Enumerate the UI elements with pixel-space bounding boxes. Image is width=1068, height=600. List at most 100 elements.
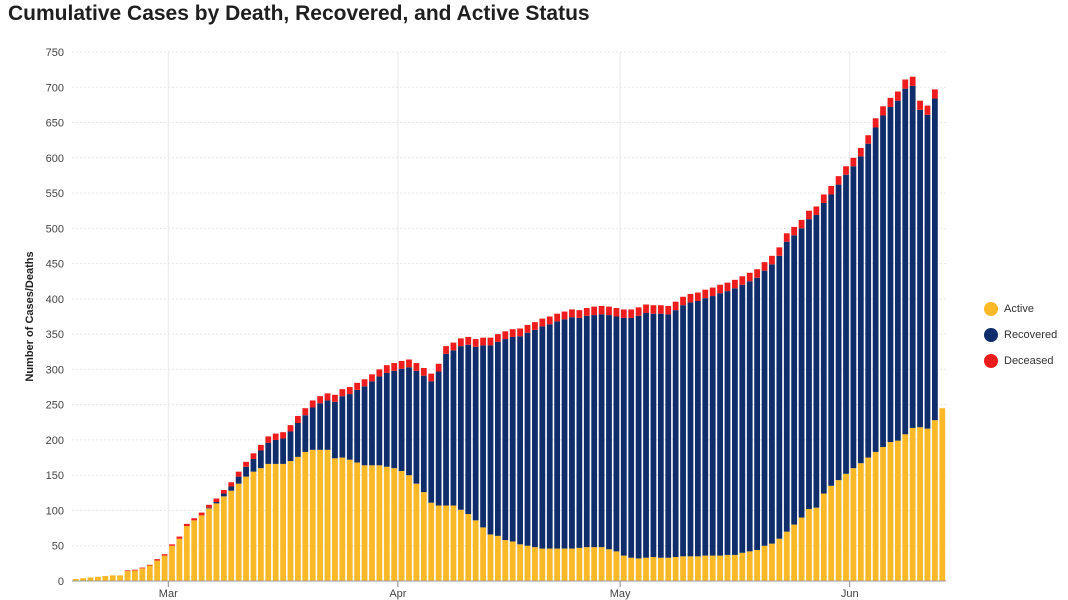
bar-segment-deceased[interactable] — [843, 166, 849, 175]
bar-segment-deceased[interactable] — [398, 360, 405, 369]
bar-segment-recovered[interactable] — [561, 319, 568, 549]
bar-segment-deceased[interactable] — [428, 373, 435, 382]
bar-segment-recovered[interactable] — [606, 315, 612, 550]
bar-segment-deceased[interactable] — [865, 135, 872, 144]
bar-segment-deceased[interactable] — [509, 329, 516, 337]
legend-item-deceased[interactable]: Deceased — [984, 348, 1057, 374]
bar-segment-deceased[interactable] — [450, 342, 457, 351]
bar-segment-recovered[interactable] — [754, 277, 761, 550]
bar-segment-active[interactable] — [857, 463, 864, 581]
bar-segment-active[interactable] — [443, 505, 449, 581]
bar-segment-deceased[interactable] — [250, 453, 257, 459]
bar-segment-recovered[interactable] — [880, 115, 886, 447]
bar-segment-active[interactable] — [465, 513, 472, 581]
bar-segment-deceased[interactable] — [546, 316, 553, 325]
bar-segment-active[interactable] — [220, 496, 227, 581]
bar-segment-recovered[interactable] — [628, 317, 635, 558]
bar-segment-deceased[interactable] — [754, 269, 761, 278]
bar-segment-deceased[interactable] — [613, 308, 620, 317]
bar-segment-recovered[interactable] — [828, 194, 835, 486]
bar-segment-recovered[interactable] — [361, 386, 368, 466]
bar-segment-deceased[interactable] — [680, 296, 686, 306]
bar-segment-deceased[interactable] — [161, 554, 168, 556]
bar-segment-deceased[interactable] — [302, 408, 309, 416]
bar-segment-deceased[interactable] — [354, 382, 361, 390]
bar-segment-recovered[interactable] — [480, 345, 486, 528]
bar-segment-recovered[interactable] — [798, 228, 805, 518]
bar-segment-active[interactable] — [806, 509, 812, 581]
bar-segment-recovered[interactable] — [524, 332, 531, 546]
bar-segment-active[interactable] — [776, 538, 783, 581]
bar-segment-recovered[interactable] — [539, 326, 546, 549]
bar-segment-deceased[interactable] — [176, 536, 183, 539]
bar-segment-deceased[interactable] — [620, 309, 627, 318]
bar-segment-active[interactable] — [606, 549, 612, 581]
bar-segment-active[interactable] — [769, 543, 775, 581]
bar-segment-recovered[interactable] — [339, 396, 346, 458]
bar-segment-active[interactable] — [687, 556, 694, 581]
bar-segment-active[interactable] — [672, 557, 679, 581]
bar-segment-deceased[interactable] — [880, 106, 886, 116]
bar-segment-recovered[interactable] — [835, 184, 842, 481]
bar-segment-deceased[interactable] — [243, 461, 249, 467]
bar-segment-recovered[interactable] — [428, 381, 435, 503]
bar-segment-deceased[interactable] — [924, 105, 931, 115]
bar-segment-recovered[interactable] — [843, 174, 849, 474]
bar-segment-recovered[interactable] — [635, 315, 642, 559]
bar-segment-active[interactable] — [665, 557, 672, 581]
bar-segment-active[interactable] — [457, 509, 464, 581]
bar-segment-active[interactable] — [739, 552, 746, 581]
bar-segment-active[interactable] — [872, 451, 879, 581]
bar-segment-deceased[interactable] — [806, 210, 812, 220]
bar-segment-recovered[interactable] — [569, 317, 575, 549]
bar-segment-active[interactable] — [361, 465, 368, 581]
bar-segment-recovered[interactable] — [450, 350, 457, 506]
bar-segment-recovered[interactable] — [354, 389, 361, 463]
bar-segment-recovered[interactable] — [257, 450, 264, 469]
bar-segment-active[interactable] — [865, 457, 872, 581]
bar-segment-recovered[interactable] — [902, 88, 909, 435]
bar-segment-active[interactable] — [657, 557, 664, 581]
bar-segment-deceased[interactable] — [932, 89, 938, 99]
bar-segment-deceased[interactable] — [894, 91, 901, 101]
bar-segment-deceased[interactable] — [591, 306, 598, 316]
bar-segment-deceased[interactable] — [406, 359, 412, 368]
bar-segment-active[interactable] — [198, 515, 205, 581]
bar-segment-recovered[interactable] — [502, 339, 509, 541]
bar-segment-deceased[interactable] — [798, 219, 805, 229]
bar-segment-deceased[interactable] — [820, 194, 827, 203]
bar-segment-active[interactable] — [487, 534, 494, 581]
bar-segment-active[interactable] — [383, 466, 390, 581]
bar-segment-deceased[interactable] — [265, 436, 272, 443]
bar-segment-active[interactable] — [87, 577, 94, 581]
bar-segment-active[interactable] — [406, 475, 412, 581]
bar-segment-recovered[interactable] — [287, 431, 294, 462]
bar-segment-deceased[interactable] — [346, 387, 353, 395]
bar-segment-active[interactable] — [495, 535, 501, 581]
bar-segment-active[interactable] — [761, 545, 768, 581]
bar-segment-deceased[interactable] — [257, 444, 264, 451]
bar-segment-recovered[interactable] — [694, 300, 701, 557]
bar-segment-recovered[interactable] — [265, 442, 272, 464]
bar-segment-active[interactable] — [746, 551, 753, 581]
bar-segment-deceased[interactable] — [383, 365, 390, 373]
bar-segment-active[interactable] — [480, 527, 486, 581]
bar-segment-deceased[interactable] — [569, 309, 575, 318]
bar-segment-active[interactable] — [124, 571, 131, 581]
bar-segment-active[interactable] — [843, 473, 849, 581]
bar-segment-deceased[interactable] — [517, 328, 523, 337]
bar-segment-deceased[interactable] — [487, 337, 494, 346]
bar-segment-deceased[interactable] — [813, 206, 820, 215]
bar-segment-recovered[interactable] — [406, 367, 412, 476]
bar-segment-active[interactable] — [694, 556, 701, 581]
bar-segment-recovered[interactable] — [746, 281, 753, 552]
bar-segment-active[interactable] — [354, 462, 361, 582]
bar-segment-active[interactable] — [628, 557, 635, 581]
bar-segment-deceased[interactable] — [413, 363, 420, 371]
bar-segment-active[interactable] — [635, 558, 642, 581]
bar-segment-active[interactable] — [850, 468, 857, 581]
bar-segment-deceased[interactable] — [287, 425, 294, 432]
bar-segment-active[interactable] — [546, 548, 553, 581]
bar-segment-active[interactable] — [924, 428, 931, 581]
bar-segment-recovered[interactable] — [546, 324, 553, 549]
